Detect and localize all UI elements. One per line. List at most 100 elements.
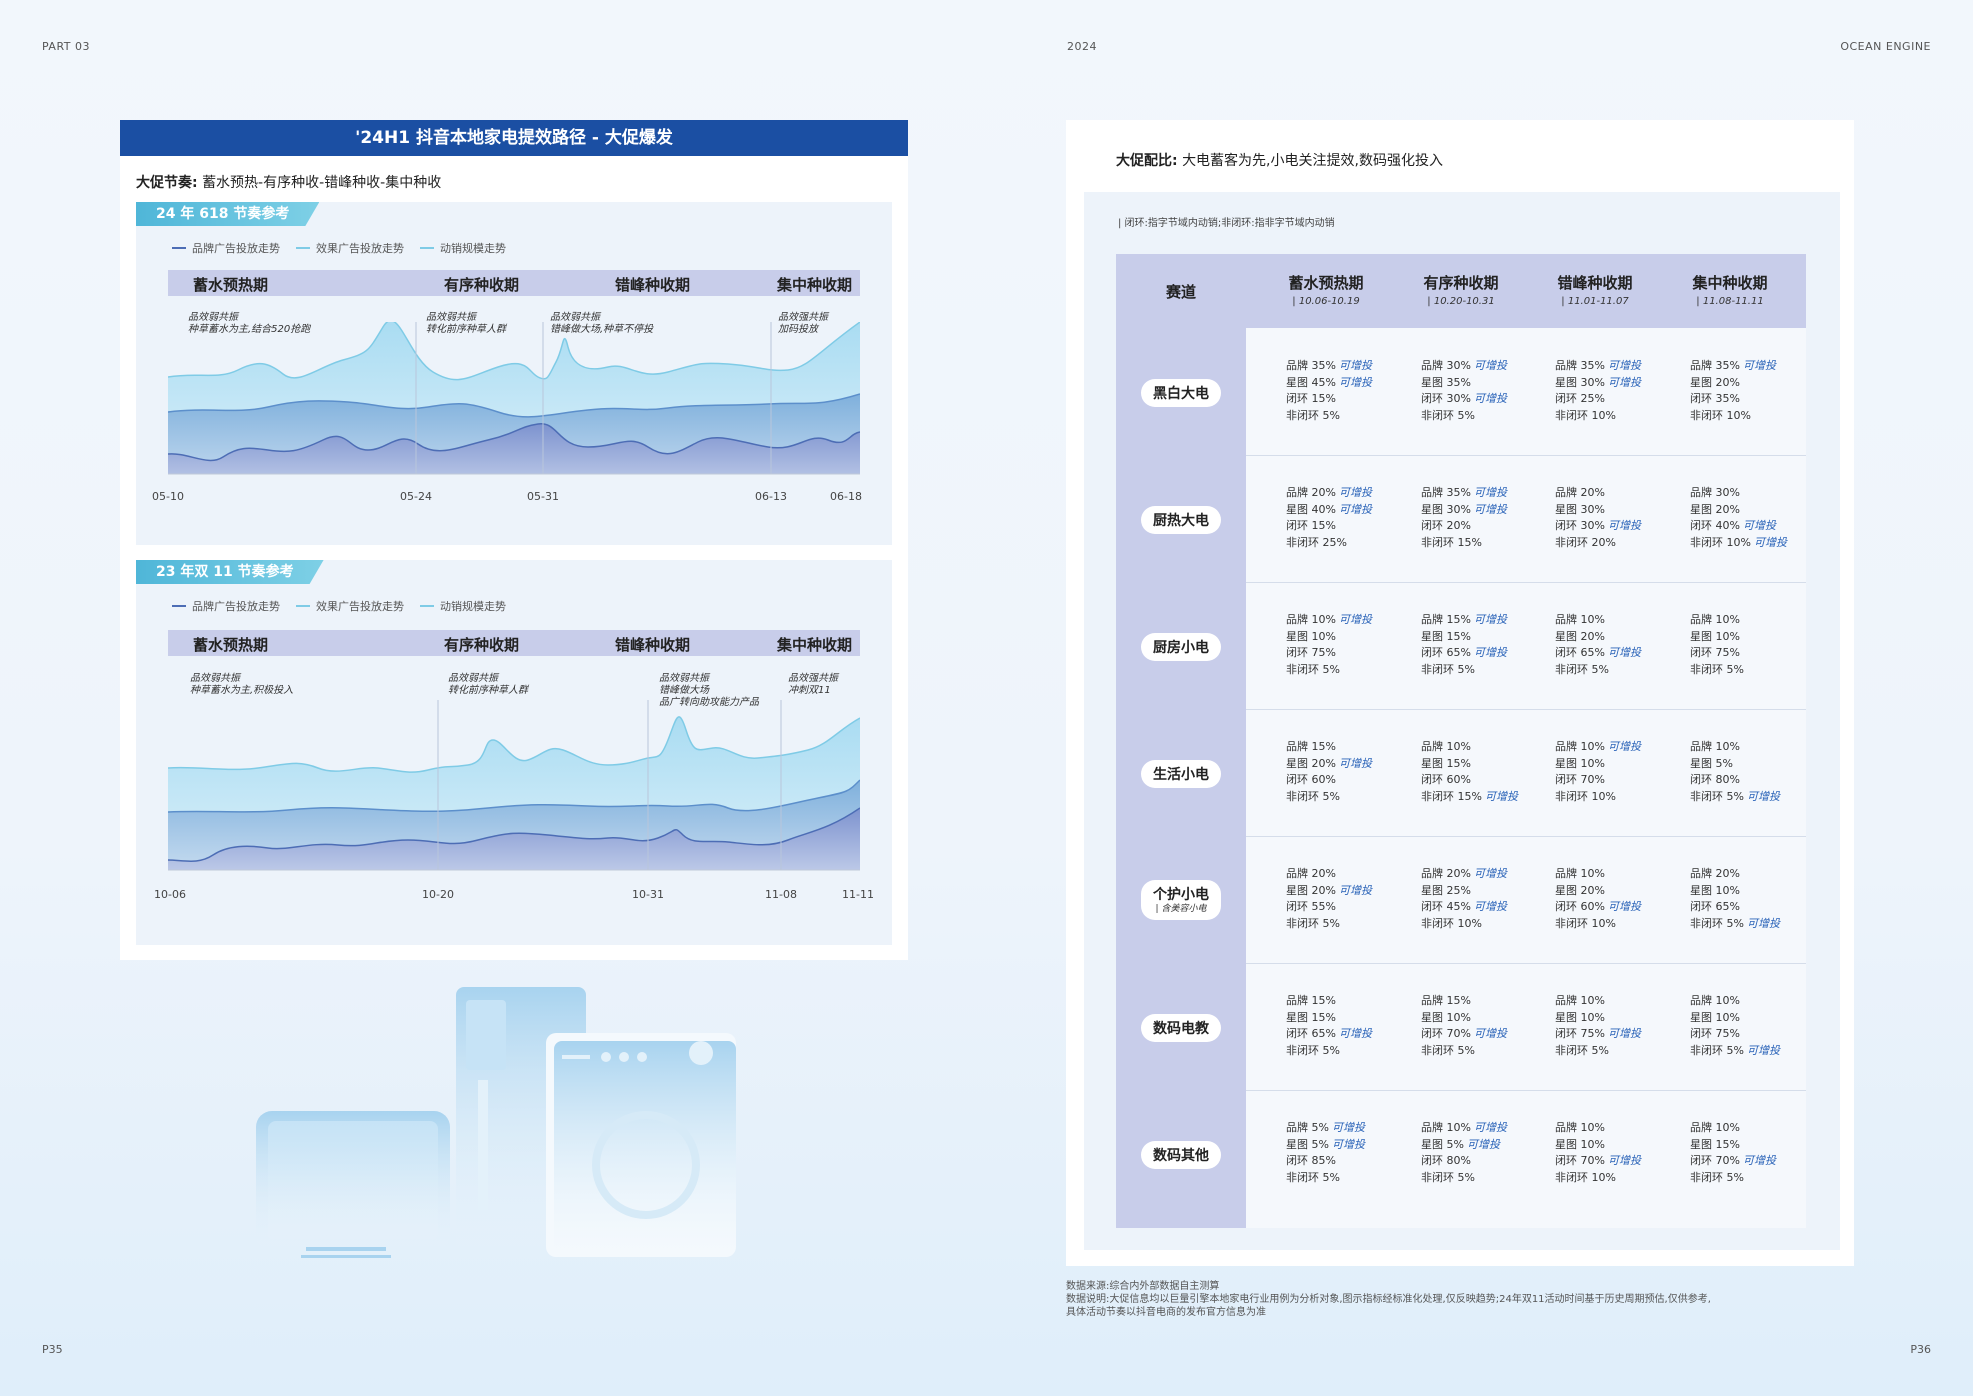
allocation-line: 非闭环 5% bbox=[1555, 662, 1641, 679]
allocation-line: 星图 10% bbox=[1690, 629, 1744, 646]
track-name: 数码其他 bbox=[1153, 1147, 1209, 1164]
x-tick: 10-31 bbox=[632, 888, 664, 901]
legend-swatch bbox=[296, 247, 310, 249]
allocation-line: 非闭环 5% bbox=[1286, 662, 1372, 679]
increase-tag: 可增投 bbox=[1473, 359, 1507, 372]
allocation-value: 非闭环 15% bbox=[1421, 535, 1482, 549]
allocation-value: 闭环 70% bbox=[1690, 1154, 1740, 1167]
table-note: | 闭环:指字节域内动销;非闭环:指非字节域内动销 bbox=[1118, 218, 1335, 229]
allocation-line: 闭环 80% bbox=[1421, 1153, 1507, 1170]
allocation-line: 闭环 40% 可增投 bbox=[1690, 518, 1787, 535]
allocation-line: 非闭环 25% bbox=[1286, 535, 1372, 552]
allocation-line: 品牌 30% bbox=[1690, 485, 1787, 502]
allocation-line: 非闭环 5% bbox=[1286, 789, 1372, 806]
allocation-line: 闭环 85% bbox=[1286, 1153, 1365, 1170]
increase-tag: 可增投 bbox=[1607, 519, 1641, 532]
increase-tag: 可增投 bbox=[1473, 900, 1507, 913]
allocation-cell: 品牌 10% 星图 20% 闭环 60% 可增投 非闭环 10% bbox=[1555, 866, 1641, 932]
allocation-value: 闭环 65% bbox=[1690, 900, 1740, 913]
increase-tag: 可增投 bbox=[1473, 1027, 1507, 1040]
allocation-value: 品牌 30% bbox=[1421, 359, 1471, 372]
legend-label: 效果广告投放走势 bbox=[316, 600, 404, 613]
allocation-line: 星图 10% bbox=[1690, 883, 1780, 900]
year-label: 2024 bbox=[1067, 40, 1097, 53]
allocation-value: 闭环 75% bbox=[1690, 646, 1740, 659]
column-name: 蓄水预热期 bbox=[1288, 274, 1364, 292]
allocation-line: 非闭环 5% bbox=[1286, 1043, 1372, 1060]
data-explanation: 数据说明:大促信息均以巨量引擎本地家电行业用例为分析对象,图示指标经标准化处理,… bbox=[1066, 1294, 1711, 1305]
allocation-value: 非闭环 5% bbox=[1690, 1043, 1744, 1057]
allocation-line: 品牌 10% bbox=[1555, 612, 1641, 629]
allocation-line: 品牌 10% 可增投 bbox=[1421, 1120, 1507, 1137]
allocation-line: 星图 15% bbox=[1421, 629, 1507, 646]
legend-label: 动销规模走势 bbox=[440, 600, 506, 613]
allocation-line: 星图 10% bbox=[1555, 1010, 1641, 1027]
column-date: | 11.08-11.11 bbox=[1696, 296, 1764, 307]
allocation-value: 闭环 25% bbox=[1555, 392, 1605, 405]
chart-tag: 24 年 618 节奏参考 bbox=[136, 202, 319, 226]
allocation-line: 品牌 30% 可增投 bbox=[1421, 358, 1507, 375]
allocation-value: 闭环 60% bbox=[1286, 773, 1336, 786]
source-notes: 数据来源:综合内外部数据自主测算 数据说明:大促信息均以巨量引擎本地家电行业用例… bbox=[1066, 1280, 1711, 1319]
allocation-line: 闭环 55% bbox=[1286, 899, 1372, 916]
column-header: 集中种收期 | 11.08-11.11 bbox=[1665, 272, 1795, 307]
left-panel: '24H1 抖音本地家电提效路径 - 大促爆发 大促节奏: 蓄水预热-有序种收-… bbox=[120, 120, 908, 960]
allocation-value: 星图 20% bbox=[1286, 883, 1336, 897]
allocation-value: 闭环 65% bbox=[1286, 1027, 1336, 1040]
allocation-value: 品牌 20% bbox=[1555, 486, 1605, 499]
allocation-line: 星图 20% 可增投 bbox=[1286, 756, 1372, 773]
phase-label: 集中种收期 bbox=[777, 636, 853, 654]
allocation-value: 非闭环 10% bbox=[1421, 916, 1482, 930]
allocation-line: 星图 30% 可增投 bbox=[1421, 502, 1507, 519]
x-tick: 06-18 bbox=[830, 490, 862, 503]
x-tick: 11-08 bbox=[765, 888, 797, 901]
allocation-line: 品牌 10% bbox=[1421, 739, 1518, 756]
allocation-line: 品牌 15% 可增投 bbox=[1421, 612, 1507, 629]
increase-tag: 可增投 bbox=[1338, 502, 1372, 516]
allocation-line: 非闭环 5% bbox=[1286, 408, 1372, 425]
allocation-line: 非闭环 5% 可增投 bbox=[1690, 916, 1780, 933]
allocation-value: 闭环 75% bbox=[1555, 1027, 1605, 1040]
x-tick: 05-10 bbox=[152, 490, 184, 503]
allocation-line: 品牌 35% 可增投 bbox=[1555, 358, 1641, 375]
column-header: 蓄水预热期 | 10.06-10.19 bbox=[1261, 272, 1391, 307]
track-name: 数码电教 bbox=[1153, 1020, 1209, 1037]
allocation-value: 闭环 15% bbox=[1286, 392, 1336, 405]
column-date: | 11.01-11.07 bbox=[1561, 296, 1629, 307]
allocation-value: 非闭环 5% bbox=[1690, 1170, 1744, 1184]
allocation-cell: 品牌 10% 星图 20% 闭环 65% 可增投 非闭环 5% bbox=[1555, 612, 1641, 678]
allocation-value: 星图 10% bbox=[1421, 1010, 1471, 1024]
x-tick: 06-13 bbox=[755, 490, 787, 503]
allocation-line: 闭环 60% 可增投 bbox=[1555, 899, 1641, 916]
allocation-line: 品牌 10% bbox=[1690, 993, 1780, 1010]
increase-tag: 可增投 bbox=[1338, 613, 1372, 626]
allocation-value: 品牌 35% bbox=[1421, 486, 1471, 499]
legend-label: 品牌广告投放走势 bbox=[192, 242, 280, 255]
allocation-line: 星图 15% bbox=[1421, 756, 1518, 773]
x-tick: 11-11 bbox=[842, 888, 874, 901]
allocation-value: 品牌 10% bbox=[1555, 1121, 1605, 1134]
ratio-value: 大电蓄客为先,小电关注提效,数码强化投入 bbox=[1182, 153, 1443, 169]
allocation-line: 星图 10% bbox=[1690, 1010, 1780, 1027]
increase-tag: 可增投 bbox=[1473, 392, 1507, 405]
increase-tag: 可增投 bbox=[1742, 519, 1776, 532]
increase-tag: 可增投 bbox=[1742, 1154, 1776, 1167]
allocation-value: 品牌 20% bbox=[1421, 867, 1471, 880]
allocation-line: 闭环 65% 可增投 bbox=[1555, 645, 1641, 662]
allocation-value: 品牌 20% bbox=[1286, 486, 1336, 499]
allocation-cell: 品牌 30% 星图 20% 闭环 40% 可增投 非闭环 10% 可增投 bbox=[1690, 485, 1787, 551]
track-name: 黑白大电 bbox=[1153, 385, 1209, 402]
allocation-line: 星图 20% 可增投 bbox=[1286, 883, 1372, 900]
track-label: 厨房小电 bbox=[1141, 632, 1221, 661]
allocation-line: 闭环 75% bbox=[1690, 645, 1744, 662]
allocation-value: 品牌 10% bbox=[1555, 740, 1605, 753]
allocation-value: 闭环 30% bbox=[1421, 392, 1471, 405]
trend-area-chart bbox=[168, 700, 860, 900]
allocation-cell: 品牌 20% 星图 20% 可增投 闭环 55% 非闭环 5% bbox=[1286, 866, 1372, 932]
allocation-value: 非闭环 10% bbox=[1555, 1170, 1616, 1184]
allocation-cell: 品牌 20% 可增投 星图 40% 可增投 闭环 15% 非闭环 25% bbox=[1286, 485, 1372, 551]
allocation-line: 非闭环 5% bbox=[1421, 1043, 1507, 1060]
allocation-line: 星图 15% bbox=[1286, 1010, 1372, 1027]
legend-sales: 动销规模走势 bbox=[420, 240, 506, 256]
allocation-value: 非闭环 5% bbox=[1286, 916, 1340, 930]
